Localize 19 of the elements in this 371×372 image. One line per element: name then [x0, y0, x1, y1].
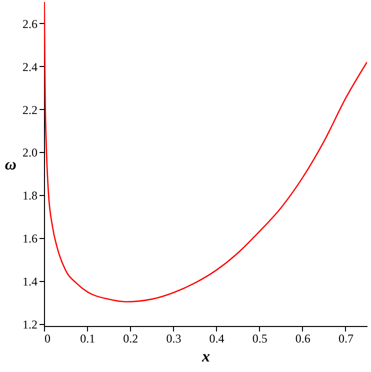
x-tick-label: 0.6 [295, 332, 310, 346]
y-tick-label: 2.2 [22, 102, 38, 117]
x-axis-title: x [201, 348, 210, 366]
x-tick-label: 0.2 [123, 332, 138, 346]
line-series [44, 2, 367, 302]
y-tick-label: 2.0 [22, 146, 38, 160]
y-tick-label: 1.8 [22, 188, 38, 203]
y-tick-label: 2.6 [22, 16, 38, 31]
y-tick-label: 1.2 [22, 317, 38, 332]
x-tick-label: 0.3 [166, 332, 182, 346]
y-tick-label: 1.4 [22, 274, 38, 288]
x-tick-label: 0.1 [80, 332, 96, 346]
x-tick-label: 0 [44, 332, 50, 346]
x-tick-label: 0.4 [209, 332, 224, 346]
x-tick-label: 0.5 [252, 332, 268, 346]
y-tick-label: 2.4 [22, 60, 38, 74]
x-tick-label: 0.7 [338, 332, 354, 346]
y-axis-title: ω [4, 156, 16, 174]
y-tick-label: 1.6 [22, 232, 38, 246]
